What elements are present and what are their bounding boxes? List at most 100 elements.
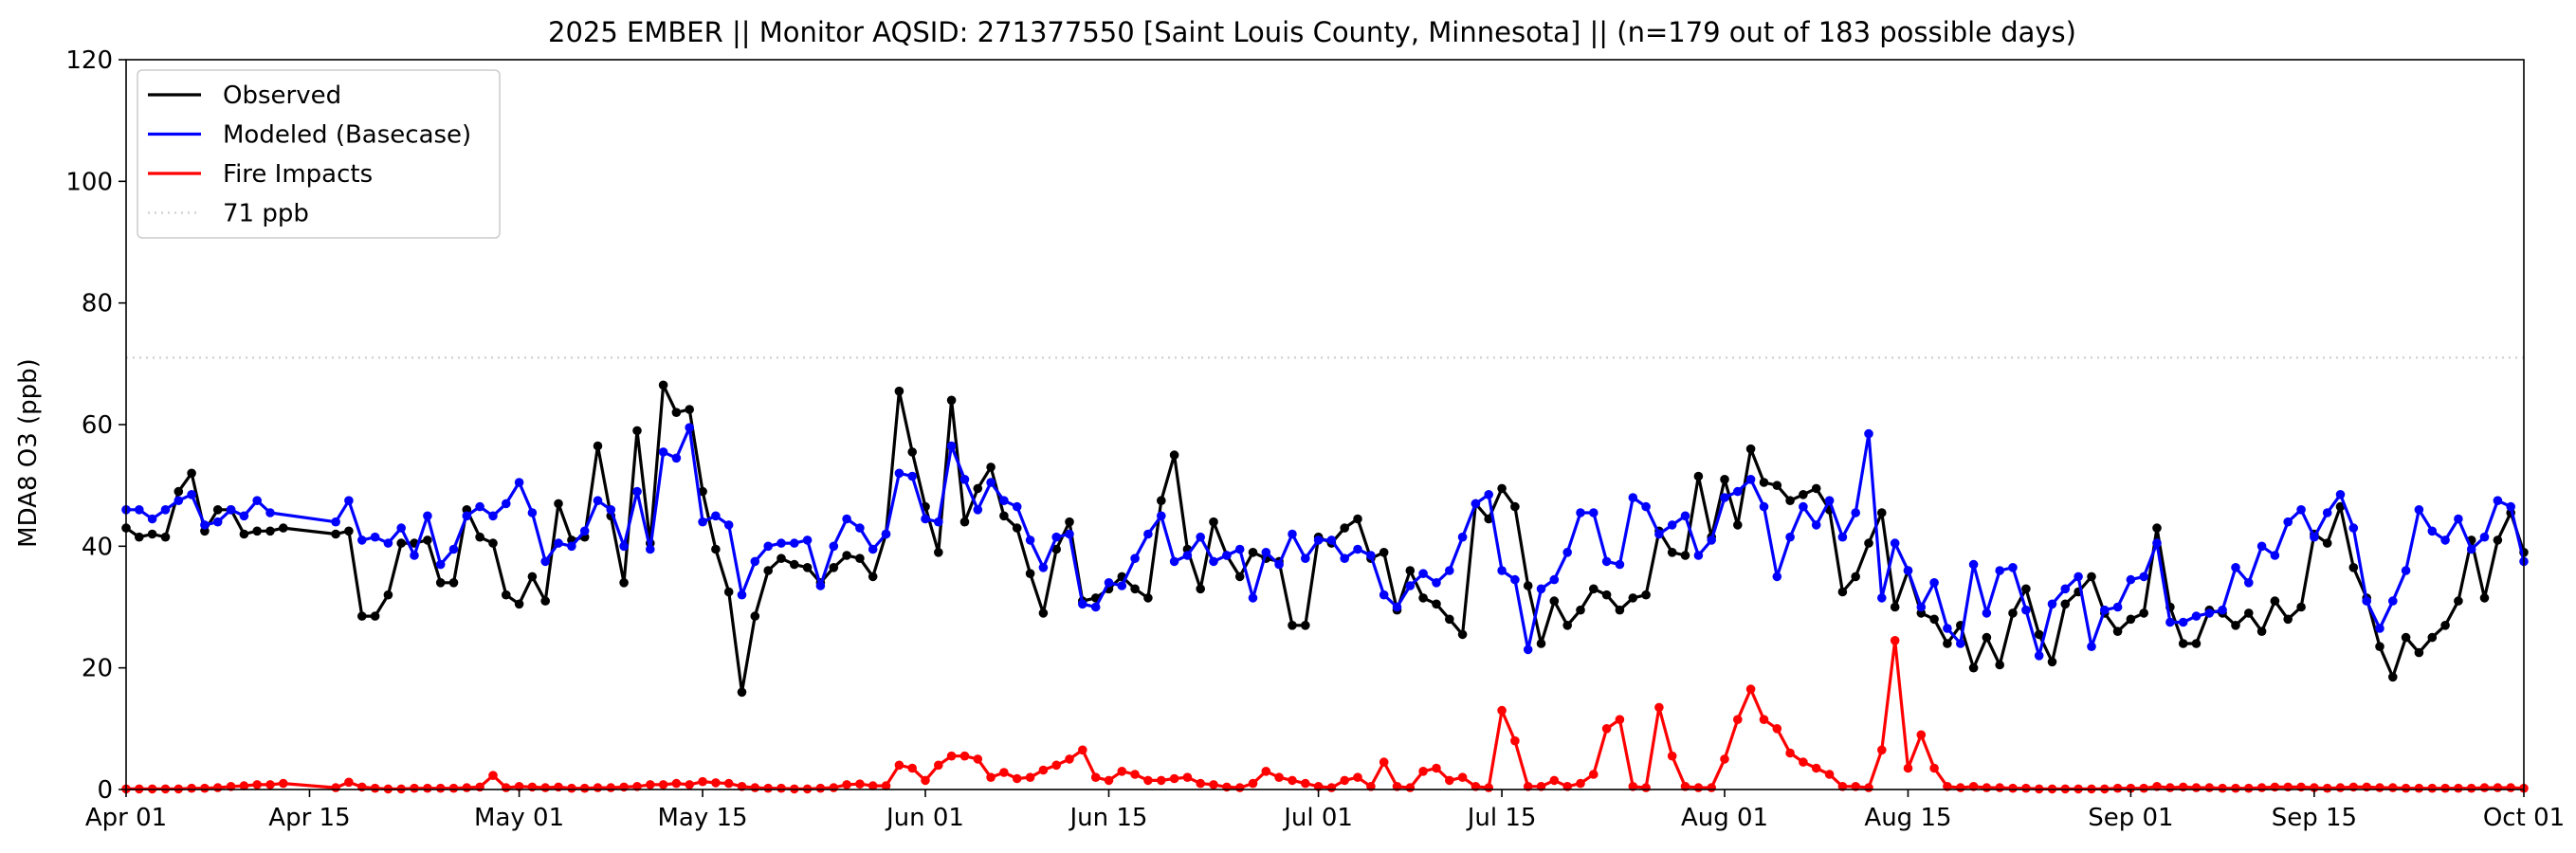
data-point-observed — [1484, 514, 1493, 524]
data-point-modeled-basecase — [2362, 596, 2371, 606]
data-point-fire-impacts — [252, 780, 263, 789]
data-point-modeled-basecase — [410, 551, 419, 560]
data-point-observed — [2401, 632, 2411, 643]
data-point-observed — [2427, 632, 2438, 643]
data-point-modeled-basecase — [593, 496, 603, 505]
data-point-observed — [1851, 572, 1860, 582]
data-point-fire-impacts — [226, 782, 236, 791]
data-point-fire-impacts — [606, 783, 616, 792]
series-layer — [121, 380, 2529, 794]
data-point-modeled-basecase — [2283, 517, 2293, 527]
data-point-modeled-basecase — [1995, 566, 2004, 575]
data-point-fire-impacts — [1261, 767, 1271, 776]
data-point-modeled-basecase — [1549, 574, 1560, 585]
data-point-modeled-basecase — [946, 441, 957, 451]
data-point-fire-impacts — [1772, 724, 1782, 734]
data-point-fire-impacts — [1248, 778, 1258, 789]
data-point-observed — [763, 566, 773, 575]
data-point-modeled-basecase — [1877, 593, 1887, 603]
data-point-modeled-basecase — [685, 423, 694, 433]
data-point-modeled-basecase — [1340, 554, 1349, 563]
data-point-fire-impacts — [776, 783, 786, 793]
data-point-observed — [1051, 544, 1061, 554]
data-point-fire-impacts — [1549, 775, 1560, 786]
data-point-fire-impacts — [1877, 745, 1887, 755]
data-point-observed — [1353, 514, 1362, 524]
data-point-modeled-basecase — [475, 501, 484, 512]
data-point-fire-impacts — [763, 783, 773, 793]
data-point-modeled-basecase — [1903, 566, 1913, 575]
data-point-modeled-basecase — [1117, 581, 1127, 590]
data-point-modeled-basecase — [790, 538, 799, 548]
data-point-fire-impacts — [593, 783, 603, 792]
data-point-fire-impacts — [881, 781, 891, 790]
x-tick-label: May 15 — [658, 804, 748, 832]
data-point-fire-impacts — [921, 775, 930, 786]
data-point-modeled-basecase — [226, 505, 236, 515]
data-point-modeled-basecase — [619, 541, 629, 552]
data-point-fire-impacts — [1169, 773, 1179, 784]
data-point-modeled-basecase — [1366, 551, 1376, 560]
data-point-modeled-basecase — [1143, 529, 1153, 539]
data-point-observed — [1445, 614, 1454, 625]
data-point-observed — [1667, 548, 1677, 557]
data-point-modeled-basecase — [2310, 532, 2319, 542]
data-point-observed — [2126, 614, 2136, 625]
data-point-observed — [1405, 566, 1416, 575]
data-point-modeled-basecase — [1759, 501, 1769, 512]
data-point-fire-impacts — [1956, 783, 1965, 792]
data-point-fire-impacts — [737, 782, 747, 791]
data-point-observed — [160, 532, 171, 542]
data-point-fire-impacts — [632, 782, 642, 791]
data-point-observed — [1785, 496, 1795, 505]
data-point-modeled-basecase — [448, 544, 459, 554]
data-point-observed — [1169, 450, 1179, 460]
data-point-fire-impacts — [1720, 754, 1729, 764]
data-point-fire-impacts — [1157, 775, 1166, 786]
data-point-observed — [147, 529, 157, 539]
series-fire-impacts — [121, 636, 2529, 794]
data-point-fire-impacts — [907, 763, 917, 773]
data-point-modeled-basecase — [723, 520, 734, 530]
data-point-fire-impacts — [1968, 782, 1979, 791]
data-point-modeled-basecase — [1772, 572, 1782, 582]
data-point-modeled-basecase — [1667, 520, 1677, 530]
data-point-observed — [1877, 508, 1887, 517]
data-point-observed — [239, 529, 249, 539]
data-point-modeled-basecase — [1707, 535, 1716, 545]
data-point-modeled-basecase — [1523, 644, 1533, 655]
data-point-fire-impacts — [986, 772, 996, 782]
data-point-modeled-basecase — [540, 556, 550, 567]
data-point-modeled-basecase — [1353, 544, 1362, 554]
data-point-modeled-basecase — [894, 468, 904, 479]
legend: Observed Modeled (Basecase) Fire Impacts 71… — [137, 69, 501, 239]
data-point-fire-impacts — [2493, 783, 2503, 792]
data-point-fire-impacts — [265, 780, 275, 789]
data-point-observed — [1143, 593, 1153, 603]
data-point-modeled-basecase — [435, 559, 446, 570]
data-point-fire-impacts — [1536, 782, 1546, 791]
data-point-observed — [1288, 621, 1297, 630]
data-point-modeled-basecase — [986, 478, 996, 487]
data-point-fire-impacts — [423, 783, 432, 793]
data-point-observed — [2348, 563, 2359, 572]
data-point-modeled-basecase — [1457, 532, 1468, 542]
data-point-observed — [1157, 496, 1166, 505]
data-point-modeled-basecase — [2335, 490, 2346, 499]
data-point-modeled-basecase — [907, 471, 917, 481]
data-point-modeled-basecase — [1628, 493, 1638, 502]
data-point-observed — [855, 554, 865, 563]
data-point-modeled-basecase — [2440, 535, 2450, 545]
series-modeled-basecase — [121, 423, 2529, 661]
data-point-modeled-basecase — [2139, 572, 2148, 582]
data-point-fire-impacts — [2401, 783, 2411, 793]
data-point-modeled-basecase — [1196, 532, 1205, 542]
data-point-fire-impacts — [502, 783, 511, 792]
data-point-observed — [1589, 584, 1599, 594]
data-point-observed — [527, 572, 538, 582]
data-point-modeled-basecase — [187, 490, 196, 499]
data-point-fire-impacts — [344, 777, 354, 788]
data-point-modeled-basecase — [737, 590, 747, 600]
data-point-modeled-basecase — [252, 496, 263, 505]
data-point-fire-impacts — [1680, 782, 1690, 791]
